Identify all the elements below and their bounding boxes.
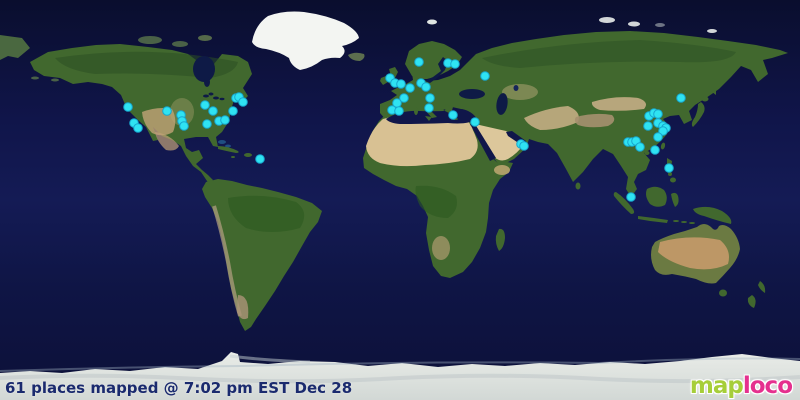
place-marker	[414, 57, 424, 67]
place-marker	[200, 100, 210, 110]
place-marker	[238, 97, 248, 107]
status-text: 61 places mapped @ 7:02 pm EST Dec 28	[5, 379, 353, 397]
place-marker	[450, 59, 460, 69]
islands	[218, 52, 766, 308]
place-marker	[255, 154, 265, 164]
ice-sheets	[0, 11, 800, 400]
logo-part-map: map	[689, 373, 744, 399]
place-marker	[425, 93, 435, 103]
place-marker	[202, 119, 212, 129]
place-marker	[676, 93, 686, 103]
place-marker	[650, 145, 660, 155]
place-marker	[448, 110, 458, 120]
place-marker	[396, 79, 406, 89]
place-marker	[626, 192, 636, 202]
place-marker	[133, 123, 143, 133]
logo-part-loco: loco	[742, 373, 793, 399]
place-marker	[162, 106, 172, 116]
place-marker	[643, 121, 653, 131]
place-marker	[220, 115, 230, 125]
place-marker	[394, 106, 404, 116]
markers-layer	[123, 57, 686, 202]
place-marker	[653, 109, 663, 119]
place-marker	[208, 106, 218, 116]
place-marker	[179, 121, 189, 131]
terrain-shading	[55, 40, 736, 320]
place-marker	[123, 102, 133, 112]
place-marker	[664, 163, 674, 173]
place-marker	[228, 106, 238, 116]
place-marker	[519, 141, 529, 151]
place-marker	[480, 71, 490, 81]
place-marker	[424, 103, 434, 113]
place-marker	[399, 93, 409, 103]
place-marker	[653, 132, 663, 142]
place-marker	[405, 83, 415, 93]
place-marker	[470, 117, 480, 127]
maploco-logo[interactable]: maploco	[689, 373, 793, 399]
place-marker	[635, 142, 645, 152]
place-marker	[421, 82, 431, 92]
